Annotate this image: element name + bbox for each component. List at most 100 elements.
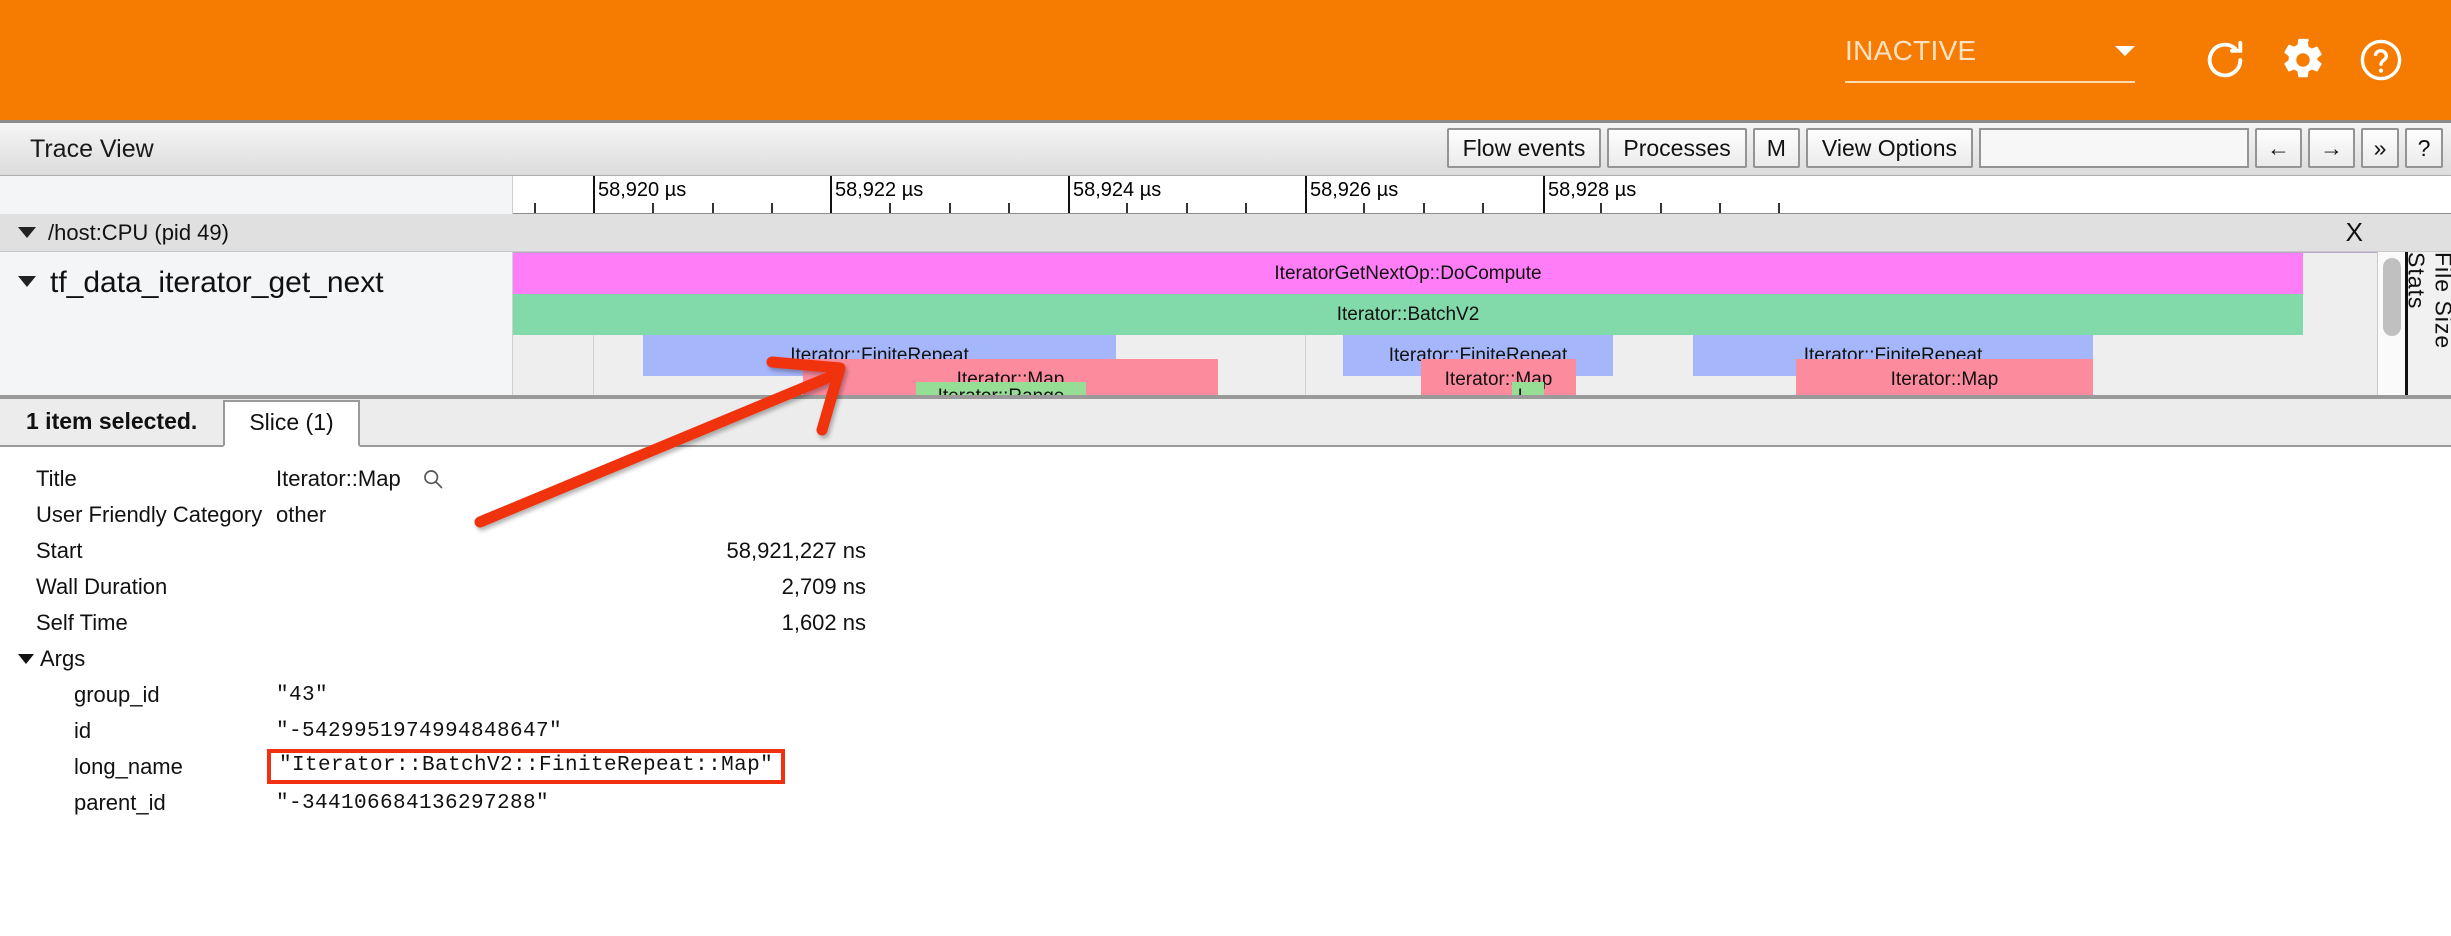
scrollbar-thumb[interactable] <box>2382 258 2401 336</box>
processes-button[interactable]: Processes <box>1607 128 1747 168</box>
thread-header[interactable]: tf_data_iterator_get_next <box>0 252 513 395</box>
ruler-tick-label: 58,924 µs <box>1073 179 1162 201</box>
arg-row: group_id "43" <box>0 677 2451 713</box>
detail-value: other <box>276 502 327 527</box>
ruler-tick-minor <box>1008 203 1010 213</box>
ruler-tick-label: 58,922 µs <box>835 179 924 201</box>
status-dropdown[interactable]: INACTIVE <box>1845 35 2135 85</box>
timeline-ruler-row: 58,920 µs 58,922 µs 58,924 µs 58,926 µs 58,9… <box>0 176 2451 214</box>
detail-value: 1,602 ns <box>781 610 866 635</box>
details-tabbar: 1 item selected. Slice (1) <box>0 399 2451 447</box>
help-circle-icon[interactable] <box>2353 32 2409 88</box>
arg-value: "-344106684136297288" <box>276 791 550 815</box>
ruler-tick-minor <box>1245 203 1247 213</box>
ruler-tick-minor <box>1423 203 1425 213</box>
detail-key: Wall Duration <box>36 574 168 599</box>
ruler-tick-minor <box>712 203 714 213</box>
ruler-tick-label: 58,920 µs <box>598 179 687 201</box>
selection-count-label: 1 item selected. <box>26 408 198 434</box>
trace-slice[interactable]: IteratorGetNextOp::DoCompute <box>513 253 2303 294</box>
process-label-text: /host:CPU (pid 49) <box>48 219 229 245</box>
arg-row: id "-5429951974994848647" <box>0 713 2451 749</box>
ruler-tick-minor <box>949 203 951 213</box>
arg-key: parent_id <box>74 790 166 815</box>
ruler-tick-minor <box>1719 203 1721 213</box>
trace-view-title: Trace View <box>30 134 154 163</box>
ruler-tick-minor <box>1778 203 1780 213</box>
trace-view-panel: Trace View Flow events Processes M View … <box>0 120 2451 412</box>
ruler-tick-minor <box>534 203 536 213</box>
status-dropdown-value: INACTIVE <box>1845 35 1977 66</box>
triangle-down-icon <box>18 276 36 287</box>
detail-row: Title Iterator::Map <box>0 461 2451 497</box>
flow-events-button[interactable]: Flow events <box>1446 128 1602 168</box>
thread-label-text: tf_data_iterator_get_next <box>50 266 384 299</box>
trace-view-titlebar: Trace View Flow events Processes M View … <box>0 123 2451 176</box>
arg-key: id <box>74 718 92 743</box>
arg-value: "-5429951974994848647" <box>276 719 563 743</box>
prev-button[interactable]: ← <box>2255 128 2302 168</box>
ruler-tick-major <box>593 176 595 213</box>
arg-key: long_name <box>74 754 183 779</box>
arg-row: parent_id "-344106684136297288" <box>0 785 2451 821</box>
gear-icon[interactable] <box>2275 32 2331 88</box>
next-button[interactable]: → <box>2308 128 2355 168</box>
more-button[interactable]: » <box>2361 128 2399 168</box>
ruler-tick-minor <box>1482 203 1484 213</box>
app-header: INACTIVE <box>0 0 2451 120</box>
triangle-down-icon <box>18 227 36 238</box>
process-row: /host:CPU (pid 49) X <box>0 214 2451 252</box>
metrics-button[interactable]: M <box>1752 128 1800 168</box>
refresh-icon[interactable] <box>2197 32 2253 88</box>
trace-view-toolbar: Flow events Processes M View Options ← →… <box>1446 128 2443 168</box>
detail-row: Start 58,921,227 ns <box>0 533 2451 569</box>
close-icon[interactable]: X <box>2345 217 2363 247</box>
ruler-tick-minor <box>1600 203 1602 213</box>
detail-value: 2,709 ns <box>781 574 866 599</box>
vertical-scrollbar[interactable] <box>2377 252 2405 395</box>
args-section-toggle[interactable]: Args <box>0 641 2451 677</box>
view-options-button[interactable]: View Options <box>1805 128 1973 168</box>
process-track: X <box>513 214 2377 251</box>
arg-row: long_name "Iterator::BatchV2::FiniteRepea… <box>0 749 2451 785</box>
ruler-tick-minor <box>1660 203 1662 213</box>
file-size-stats-tab[interactable]: File Size Stats <box>2403 252 2451 395</box>
trace-slice[interactable]: Iterator::BatchV2 <box>513 294 2303 335</box>
ruler-tick-minor <box>889 203 891 213</box>
help-button[interactable]: ? <box>2405 128 2443 168</box>
ruler-gutter <box>0 176 513 214</box>
detail-key: User Friendly Category <box>36 502 263 527</box>
detail-row: Wall Duration 2,709 ns <box>0 569 2451 605</box>
details-panel: 1 item selected. Slice (1) Title Iterator… <box>0 395 2451 815</box>
search-icon[interactable] <box>421 467 445 491</box>
arg-value-highlighted: "Iterator::BatchV2::FiniteRepeat::Map" <box>267 749 786 784</box>
chevron-down-icon <box>2115 46 2135 56</box>
arg-value: "43" <box>276 683 329 707</box>
search-input[interactable] <box>1979 128 2249 168</box>
ruler-tick-minor <box>1363 203 1365 213</box>
detail-value: Iterator::Map <box>276 466 401 491</box>
ruler-tick-minor <box>771 203 773 213</box>
process-header[interactable]: /host:CPU (pid 49) <box>0 214 513 251</box>
ruler-tick-label: 58,928 µs <box>1548 179 1637 201</box>
ruler-tick-minor <box>1186 203 1188 213</box>
trace-slice[interactable]: Iterator::Map <box>1796 359 2093 400</box>
trace-slice[interactable]: Iterator::Map <box>1421 359 1576 400</box>
detail-row: Self Time 1,602 ns <box>0 605 2451 641</box>
detail-row: User Friendly Category other <box>0 497 2451 533</box>
ruler-tick-minor <box>652 203 654 213</box>
file-size-stats-label: File Size Stats <box>2403 252 2451 350</box>
tab-slice[interactable]: Slice (1) <box>223 400 360 447</box>
arg-key: group_id <box>74 682 160 707</box>
detail-value: 58,921,227 ns <box>726 538 866 563</box>
detail-key: Start <box>36 538 83 563</box>
ruler-tick-major <box>1543 176 1545 213</box>
ruler-tick-major <box>1305 176 1307 213</box>
triangle-down-icon <box>18 654 34 664</box>
ruler-tick-major <box>830 176 832 213</box>
timeline-ruler[interactable]: 58,920 µs 58,922 µs 58,924 µs 58,926 µs 58,9… <box>513 176 2451 214</box>
ruler-tick-label: 58,926 µs <box>1310 179 1399 201</box>
slice-track[interactable]: IteratorGetNextOp::DoCompute Iterator::Ba… <box>513 252 2377 412</box>
detail-key: Title <box>36 466 77 491</box>
